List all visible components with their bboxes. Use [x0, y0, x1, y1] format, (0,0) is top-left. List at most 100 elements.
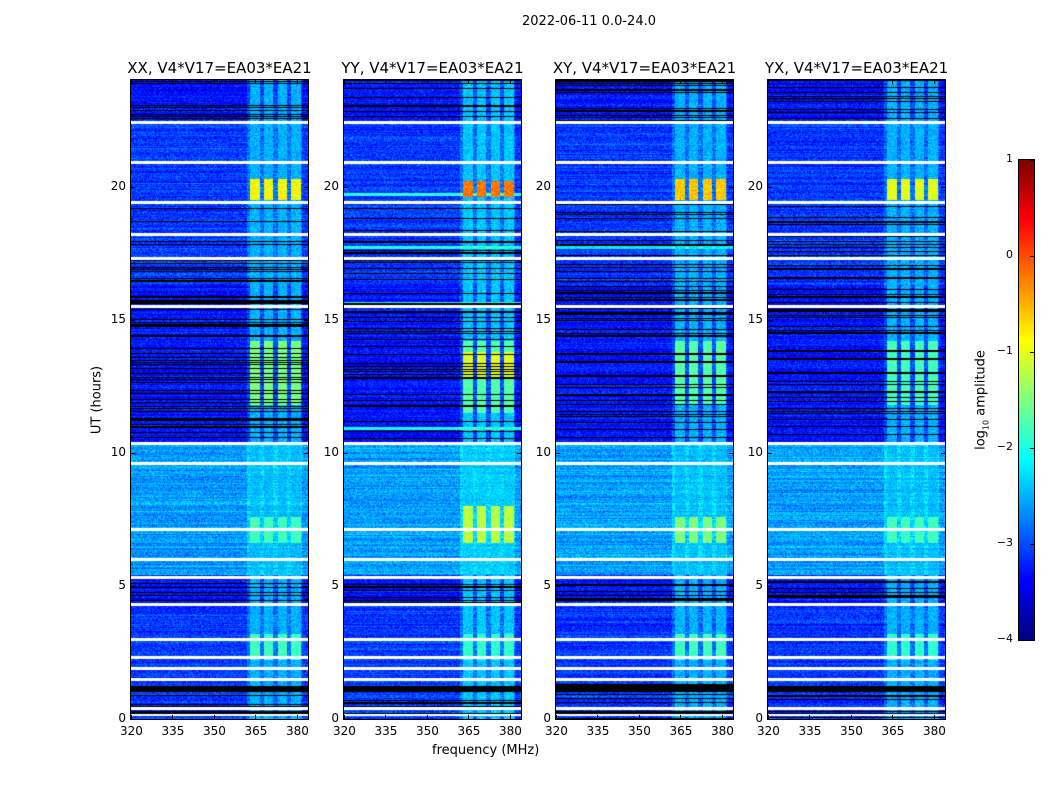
heatmap-image [344, 80, 521, 719]
x-tick-top [721, 80, 723, 84]
x-tick [509, 715, 511, 719]
panel-title: YX, V4*V17=EA03*EA21 [764, 59, 949, 77]
colorbar [1018, 159, 1035, 641]
x-tick [680, 715, 682, 719]
y-tick [344, 719, 348, 720]
y-tick-label: 0 [543, 711, 551, 725]
y-tick-label: 5 [755, 577, 763, 592]
x-tick-top [255, 80, 257, 84]
x-tick-label: 335 [374, 724, 398, 738]
y-tick-label: 20 [535, 178, 551, 193]
y-tick-right [304, 452, 308, 454]
y-tick-label: 15 [110, 311, 126, 326]
y-tick-label: 5 [543, 577, 551, 592]
x-tick-label: 380 [285, 724, 309, 738]
y-tick [344, 186, 348, 188]
x-tick [468, 715, 470, 719]
y-tick-label: 10 [110, 444, 126, 459]
y-tick-right [941, 319, 945, 321]
y-tick-right [517, 452, 521, 454]
heatmap-panel [767, 79, 946, 720]
y-tick [556, 719, 560, 720]
y-tick-label: 15 [747, 311, 763, 326]
colorbar-tick-label: −1 [996, 344, 1013, 357]
x-tick [131, 715, 132, 719]
colorbar-tick [1030, 544, 1034, 545]
y-tick [556, 452, 560, 454]
y-tick [131, 719, 135, 720]
colorbar-tick [1030, 352, 1034, 353]
x-tick-top [385, 80, 387, 84]
y-tick-right [517, 719, 521, 720]
y-tick [131, 186, 135, 188]
x-tick-top [597, 80, 599, 84]
x-tick-top [933, 80, 935, 84]
x-tick [721, 715, 723, 719]
colorbar-tick [1030, 448, 1034, 449]
x-tick [255, 715, 257, 719]
x-tick-top [768, 80, 769, 84]
x-tick-top [850, 80, 852, 84]
colorbar-tick [1030, 640, 1034, 641]
y-tick-right [517, 319, 521, 321]
y-tick-right [941, 186, 945, 188]
colorbar-label-log: log [973, 430, 989, 450]
x-tick-label: 335 [798, 724, 822, 738]
x-tick-label: 380 [710, 724, 734, 738]
x-tick-label: 320 [120, 724, 143, 738]
x-tick-label: 350 [202, 724, 226, 738]
y-tick-right [729, 719, 733, 720]
y-tick-right [517, 186, 521, 188]
x-tick-label: 350 [839, 724, 863, 738]
x-tick-label: 320 [757, 724, 780, 738]
x-tick [809, 715, 811, 719]
x-tick [892, 715, 894, 719]
panel-title: YY, V4*V17=EA03*EA21 [341, 59, 524, 77]
x-tick [638, 715, 640, 719]
y-tick [768, 452, 772, 454]
x-tick-top [680, 80, 682, 84]
y-tick-label: 15 [535, 311, 551, 326]
y-tick-right [304, 719, 308, 720]
heatmap-image [768, 80, 945, 719]
x-tick-label: 320 [545, 724, 568, 738]
panel-title: XX, V4*V17=EA03*EA21 [127, 59, 312, 77]
heatmap-panel [555, 79, 734, 720]
panel-title: XY, V4*V17=EA03*EA21 [552, 59, 737, 77]
x-tick-label: 350 [415, 724, 439, 738]
x-tick-label: 380 [498, 724, 522, 738]
y-tick-label: 5 [118, 577, 126, 592]
x-tick-top [509, 80, 511, 84]
x-tick-top [426, 80, 428, 84]
y-tick [131, 452, 135, 454]
y-tick-label: 0 [755, 711, 763, 725]
colorbar-tick-label: 0 [1006, 248, 1013, 261]
x-tick-label: 335 [161, 724, 185, 738]
x-tick-label: 365 [244, 724, 268, 738]
y-tick [768, 719, 772, 720]
colorbar-tick-label: −3 [996, 536, 1013, 549]
y-tick [344, 319, 348, 321]
y-tick-label: 10 [535, 444, 551, 459]
y-tick-label: 20 [323, 178, 339, 193]
x-tick-label: 350 [627, 724, 651, 738]
x-tick-top [172, 80, 174, 84]
x-tick-top [213, 80, 215, 84]
x-tick-top [468, 80, 470, 84]
y-tick [556, 319, 560, 321]
x-tick-top [296, 80, 298, 84]
y-tick-right [304, 319, 308, 321]
x-tick-label: 365 [457, 724, 481, 738]
y-tick-right [304, 585, 308, 587]
heatmap-panel [343, 79, 522, 720]
y-tick-right [729, 585, 733, 587]
x-tick [385, 715, 387, 719]
y-tick [344, 585, 348, 587]
colorbar-tick-label: −4 [996, 632, 1013, 645]
x-tick-label: 335 [586, 724, 610, 738]
x-tick [172, 715, 174, 719]
colorbar-tick-label: 1 [1006, 152, 1013, 165]
x-tick [933, 715, 935, 719]
colorbar-tick-label: −2 [996, 440, 1013, 453]
x-tick-label: 380 [922, 724, 946, 738]
